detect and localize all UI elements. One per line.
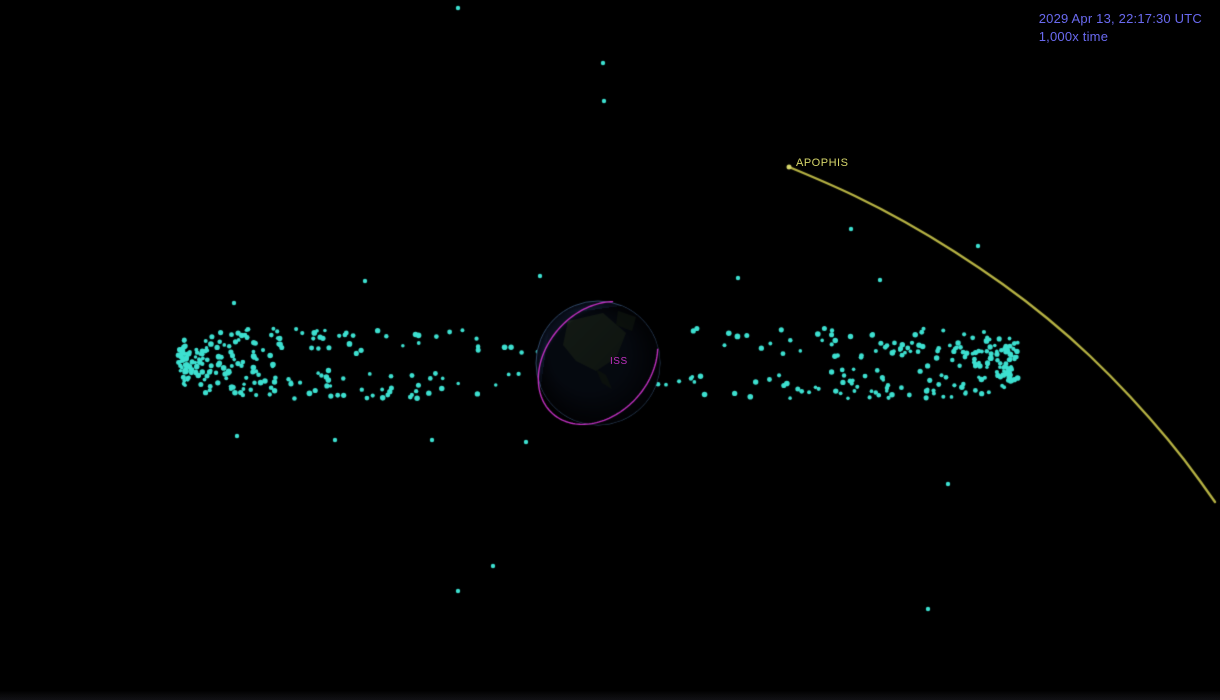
- apophis-label: APOPHIS: [796, 157, 848, 169]
- orbit-visualization-canvas[interactable]: [0, 0, 1220, 700]
- iss-label: ISS: [610, 356, 628, 367]
- hud-time-rate: 1,000x time: [1039, 28, 1202, 46]
- hud-timestamp: 2029 Apr 13, 22:17:30 UTC: [1039, 10, 1202, 28]
- hud-overlay: 2029 Apr 13, 22:17:30 UTC 1,000x time: [1039, 10, 1202, 45]
